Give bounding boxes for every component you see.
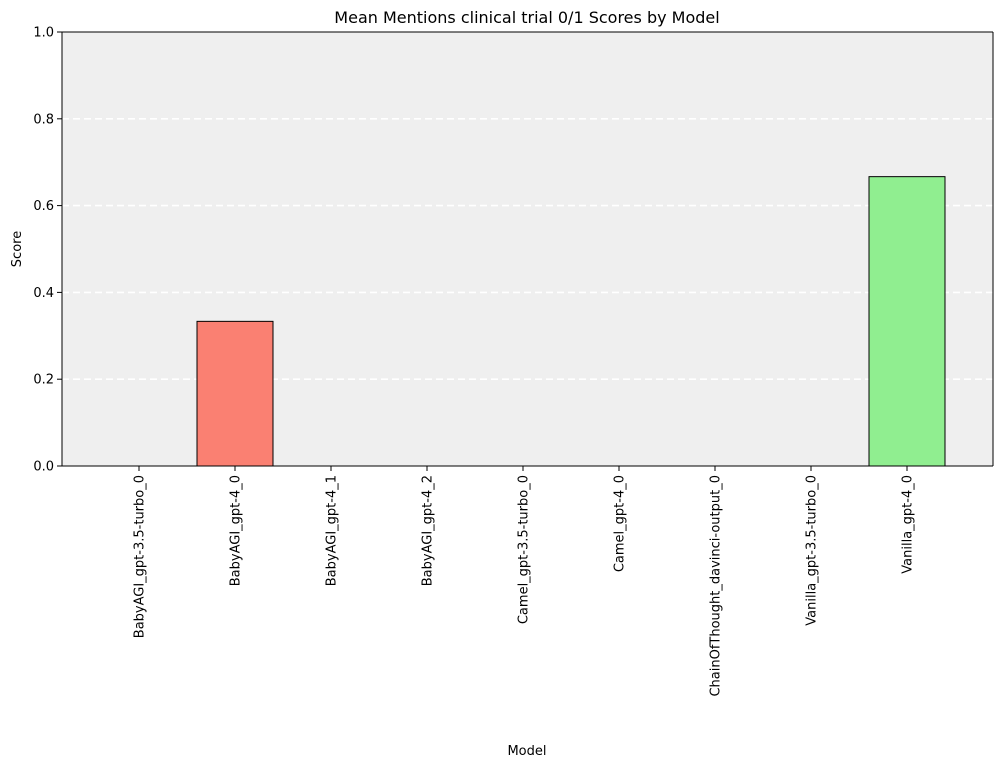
x-tick-label: Camel_gpt-4_0 (613, 475, 628, 572)
x-tick-label: Vanilla_gpt-4_0 (901, 475, 916, 574)
y-tick-label: 0.6 (33, 199, 54, 214)
y-tick-label: 0.8 (33, 112, 54, 127)
axes (61, 31, 994, 467)
y-ticks: 0.0 0.2 0.4 0.6 0.8 1.0 (33, 26, 62, 475)
x-tick-label: BabyAGI_gpt-3.5-turbo_0 (133, 475, 148, 638)
chart-title: Mean Mentions clinical trial 0/1 Scores … (334, 8, 719, 27)
bar (196, 320, 274, 467)
x-tick-label: Camel_gpt-3.5-turbo_0 (517, 475, 532, 624)
y-tick-label: 0.0 (33, 460, 54, 475)
x-tick-label: BabyAGI_gpt-4_1 (325, 475, 340, 586)
x-ticks: BabyAGI_gpt-3.5-turbo_0 BabyAGI_gpt-4_0 Ba… (133, 466, 916, 697)
x-tick-label: BabyAGI_gpt-4_0 (229, 475, 244, 586)
x-tick-label: BabyAGI_gpt-4_2 (421, 475, 436, 586)
x-axis-label: Model (507, 744, 546, 759)
y-tick-label: 0.2 (33, 373, 54, 388)
y-tick-label: 0.4 (33, 286, 54, 301)
x-tick-label: Vanilla_gpt-3.5-turbo_0 (805, 475, 820, 626)
y-axis-label: Score (10, 231, 25, 267)
x-tick-label: ChainOfThought_davinci-output_0 (709, 475, 724, 697)
bar (868, 176, 946, 467)
y-tick-label: 1.0 (33, 26, 54, 41)
